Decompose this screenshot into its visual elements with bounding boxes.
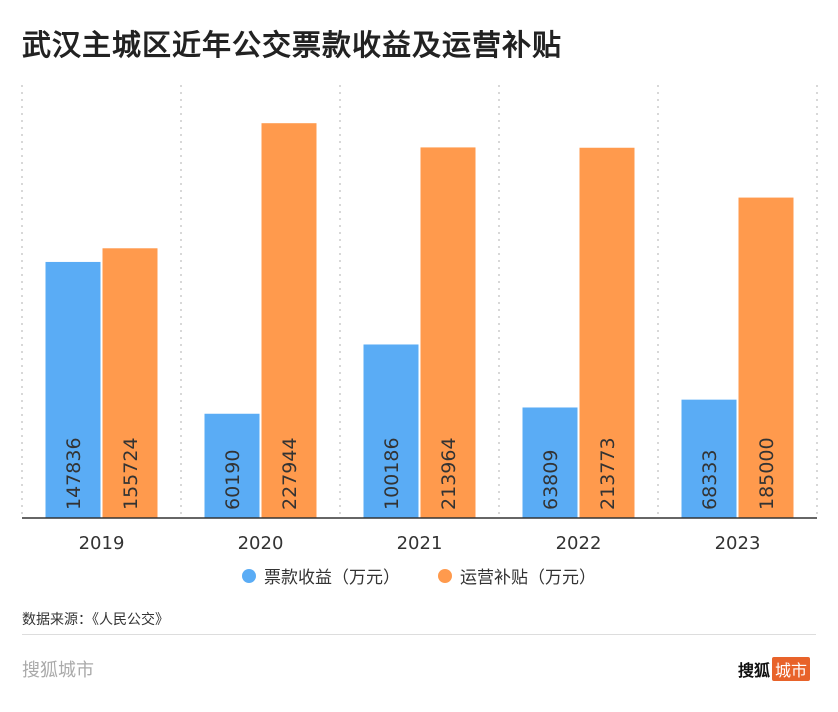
legend-label-ticket: 票款收益（万元） [264, 568, 400, 588]
legend-swatch-ticket [242, 568, 256, 583]
chart-title: 武汉主城区近年公交票款收益及运营补贴 [22, 28, 563, 62]
data-label: 185000 [756, 437, 778, 510]
x-tick-label: 2023 [715, 533, 761, 554]
data-label: 63809 [540, 450, 562, 510]
data-source: 数据来源：《人民公交》 [22, 612, 169, 628]
bar-subsidy-2021 [420, 147, 476, 518]
legend: 票款收益（万元） 运营补贴（万元） [0, 563, 838, 588]
data-label: 213964 [438, 437, 460, 510]
data-label: 147836 [63, 437, 85, 510]
data-label: 100186 [381, 437, 403, 510]
bar-ticket-2022 [522, 407, 578, 518]
bar-subsidy-2022 [579, 147, 635, 518]
data-label: 60190 [222, 450, 244, 510]
sohu-city-logo: 搜狐 城市 [738, 657, 810, 681]
bar-subsidy-2020 [261, 123, 317, 518]
data-label: 68333 [699, 450, 721, 510]
brand-text: 搜狐城市 [22, 660, 94, 681]
divider [22, 634, 816, 635]
data-label: 155724 [120, 437, 142, 510]
legend-swatch-subsidy [438, 568, 452, 583]
x-tick-label: 2020 [238, 533, 284, 554]
bar-ticket-2021 [363, 344, 419, 518]
bar-subsidy-2019 [102, 248, 158, 519]
logo-text: 搜狐 [737, 661, 770, 680]
logo-tag: 城市 [771, 657, 810, 681]
data-label: 213773 [597, 437, 619, 510]
legend-item-subsidy: 运营补贴（万元） [438, 563, 596, 588]
bar-subsidy-2023 [738, 197, 794, 518]
bar-chart: 147836 155724 2019 60190 227944 2020 100186 213… [21, 85, 818, 554]
bar-ticket-2020 [204, 413, 260, 518]
x-tick-label: 2021 [397, 533, 443, 554]
bar-ticket-2023 [681, 399, 737, 518]
legend-item-ticket: 票款收益（万元） [242, 563, 400, 588]
x-tick-label: 2019 [79, 533, 125, 554]
legend-label-subsidy: 运营补贴（万元） [460, 568, 596, 588]
x-tick-label: 2022 [556, 533, 602, 554]
bar-ticket-2019 [45, 261, 101, 518]
data-label: 227944 [279, 437, 301, 510]
